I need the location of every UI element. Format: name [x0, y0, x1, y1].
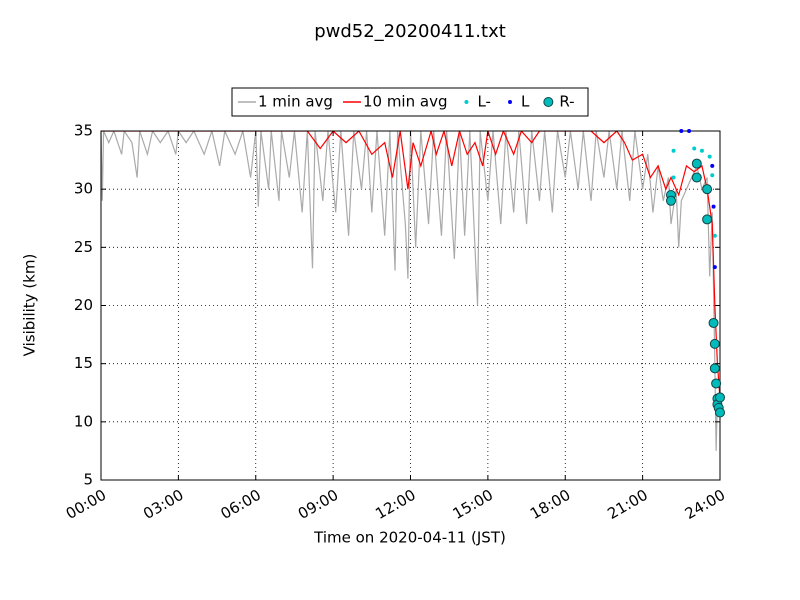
legend-swatch: [543, 97, 554, 107]
series-line: [101, 131, 720, 451]
point: [691, 172, 702, 183]
point: [702, 214, 713, 225]
point: [715, 392, 725, 403]
point: [699, 148, 704, 153]
point: [671, 175, 676, 180]
legend-swatch: [507, 100, 512, 104]
point: [671, 148, 676, 153]
y-tick-label: 20: [74, 296, 93, 314]
point: [679, 129, 684, 133]
legend-swatch: [464, 100, 469, 104]
legend-label: R-: [559, 93, 574, 111]
point: [709, 363, 720, 374]
point: [710, 163, 715, 168]
chart-title: pwd52_20200411.txt: [314, 21, 506, 42]
y-tick-label: 25: [74, 238, 93, 256]
legend-box: [231, 87, 589, 117]
series-line: [101, 131, 720, 399]
x-axis-label: Time on 2020-04-11 (JST): [313, 529, 506, 547]
y-tick-label: 10: [74, 412, 93, 430]
point: [707, 154, 712, 159]
point: [715, 407, 725, 418]
point: [712, 265, 717, 270]
point: [711, 204, 716, 209]
legend-label: 10 min avg: [363, 93, 448, 111]
legend-label: 1 min avg: [258, 93, 333, 111]
y-tick-label: 35: [74, 122, 93, 140]
point: [709, 338, 720, 349]
point: [708, 317, 719, 328]
y-tick-label: 5: [83, 471, 93, 489]
legend: 1 min avg 10 min avg L- L R-: [231, 87, 589, 117]
point: [665, 195, 676, 206]
point: [710, 173, 715, 178]
legend-label: L-: [477, 93, 491, 111]
point: [712, 233, 717, 238]
y-tick-label: 15: [74, 354, 93, 372]
point: [691, 158, 702, 169]
y-tick-label: 30: [74, 180, 93, 198]
point: [692, 146, 697, 151]
markers: [665, 129, 725, 418]
y-axis-label: Visibility (km): [21, 254, 39, 357]
point: [702, 184, 713, 195]
legend-label: L: [521, 93, 530, 111]
point: [711, 378, 722, 389]
plot-area: [101, 131, 720, 451]
point: [687, 129, 692, 133]
